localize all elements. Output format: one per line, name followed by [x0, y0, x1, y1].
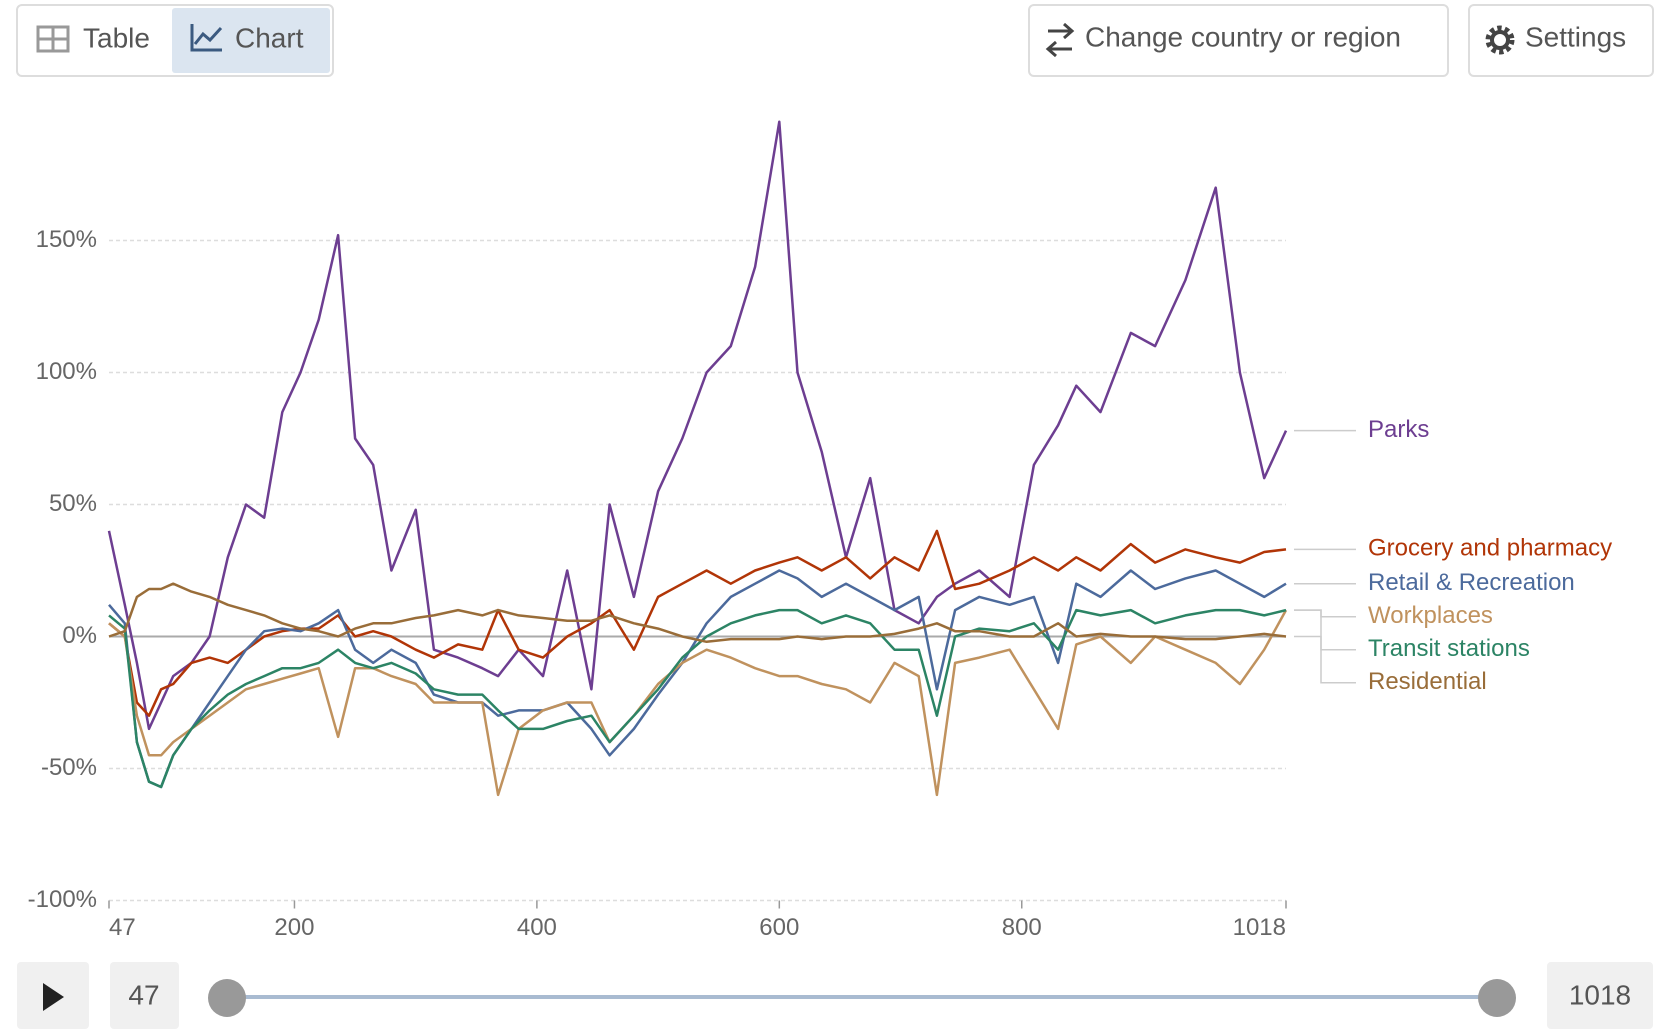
- series-line: [108, 582, 1287, 644]
- end-box: [1547, 962, 1653, 1029]
- series-line: [107, 120, 1288, 731]
- timeline-start: 47: [128, 979, 159, 1010]
- y-tick-label: 50%: [49, 490, 97, 517]
- button: [1028, 4, 1449, 77]
- legend-connector: [1294, 609, 1356, 618]
- chart-icon: [193, 26, 223, 45]
- tab-label: Table: [83, 22, 150, 53]
- plot: -100% -50% 0% 50% 100% 150% 47 200 400 600 800 1018…: [28, 120, 1612, 941]
- legend-connector: [1294, 635, 1356, 684]
- table-tab[interactable]: Table: [36, 22, 150, 53]
- legend-label: Transit stations: [1368, 635, 1530, 662]
- y-tick-label: 100%: [36, 358, 97, 385]
- gear-icon: [1490, 30, 1510, 50]
- change-region-button[interactable]: Change country or region: [1028, 4, 1449, 77]
- x-tick-label: 600: [759, 914, 799, 941]
- slider-handle[interactable]: [208, 979, 246, 1017]
- legend-connector: [1294, 609, 1356, 651]
- series-line: [108, 569, 1287, 789]
- chart-icon: [190, 24, 222, 52]
- button: [1468, 4, 1654, 77]
- swap-icon: [1045, 22, 1075, 58]
- button-label: Change country or region: [1085, 21, 1401, 52]
- x-tick-label: 47: [109, 914, 136, 941]
- x-tick-label: 200: [274, 914, 314, 941]
- button-label: Settings: [1525, 21, 1626, 52]
- tab-label: Chart: [235, 22, 304, 53]
- gear-icon: [1485, 25, 1515, 55]
- x-tick-label: 1018: [1233, 914, 1286, 941]
- legend-label: Residential: [1368, 668, 1487, 695]
- play-icon: [43, 983, 64, 1011]
- y-tick-label: -100%: [28, 886, 97, 913]
- y-tick-label: 150%: [36, 226, 97, 253]
- active-tab: [172, 8, 330, 73]
- y-tick-label: 0%: [62, 622, 97, 649]
- legend-label: Parks: [1368, 416, 1429, 443]
- slider-handle[interactable]: [1478, 979, 1516, 1017]
- legend-label: Grocery and pharmacy: [1368, 535, 1612, 562]
- timeline: 47 1018: [17, 962, 1653, 1029]
- y-tick-label: -50%: [41, 754, 97, 781]
- chart-tab[interactable]: Chart: [172, 8, 330, 73]
- legend-label: Workplaces: [1368, 602, 1493, 629]
- x-tick-label: 400: [517, 914, 557, 941]
- x-tick-label: 800: [1002, 914, 1042, 941]
- timeline-end: 1018: [1569, 979, 1631, 1010]
- start-box: [110, 962, 179, 1029]
- legend-label: Retail & Recreation: [1368, 569, 1575, 596]
- settings-button[interactable]: Settings: [1468, 4, 1654, 77]
- series-line: [108, 608, 1287, 789]
